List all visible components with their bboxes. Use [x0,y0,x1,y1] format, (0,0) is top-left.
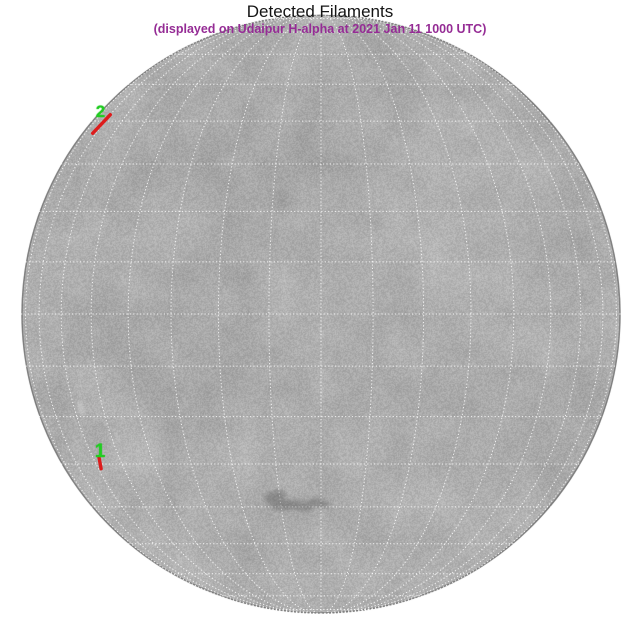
svg-text:1: 1 [95,441,106,462]
svg-text:2: 2 [96,102,105,121]
